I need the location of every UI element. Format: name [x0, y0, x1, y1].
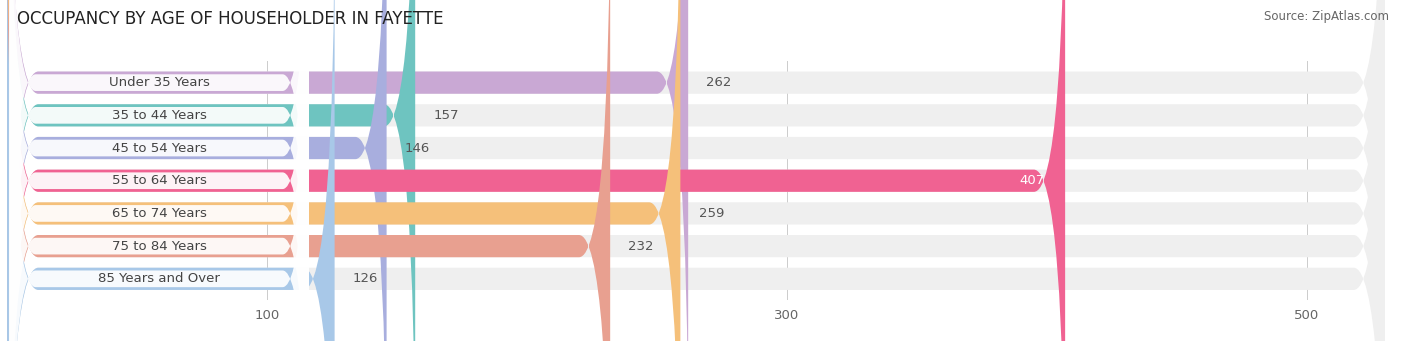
FancyBboxPatch shape: [10, 0, 308, 341]
Text: 146: 146: [405, 142, 430, 154]
FancyBboxPatch shape: [7, 0, 681, 341]
FancyBboxPatch shape: [10, 0, 308, 341]
Text: 85 Years and Over: 85 Years and Over: [98, 272, 221, 285]
Text: 45 to 54 Years: 45 to 54 Years: [111, 142, 207, 154]
Text: 262: 262: [706, 76, 731, 89]
FancyBboxPatch shape: [7, 0, 1385, 341]
Text: Source: ZipAtlas.com: Source: ZipAtlas.com: [1264, 10, 1389, 23]
Text: 75 to 84 Years: 75 to 84 Years: [111, 240, 207, 253]
FancyBboxPatch shape: [7, 0, 1385, 341]
Text: 407: 407: [1019, 174, 1045, 187]
FancyBboxPatch shape: [7, 0, 610, 341]
FancyBboxPatch shape: [7, 0, 1385, 341]
FancyBboxPatch shape: [7, 0, 1385, 341]
FancyBboxPatch shape: [7, 0, 1385, 341]
Text: Under 35 Years: Under 35 Years: [108, 76, 209, 89]
FancyBboxPatch shape: [10, 0, 308, 341]
FancyBboxPatch shape: [10, 0, 308, 341]
FancyBboxPatch shape: [10, 0, 308, 341]
Text: OCCUPANCY BY AGE OF HOUSEHOLDER IN FAYETTE: OCCUPANCY BY AGE OF HOUSEHOLDER IN FAYET…: [17, 10, 443, 28]
FancyBboxPatch shape: [7, 0, 1385, 341]
FancyBboxPatch shape: [7, 0, 1066, 341]
FancyBboxPatch shape: [7, 0, 415, 341]
Text: 35 to 44 Years: 35 to 44 Years: [111, 109, 207, 122]
FancyBboxPatch shape: [7, 0, 387, 341]
Text: 232: 232: [628, 240, 654, 253]
Text: 259: 259: [699, 207, 724, 220]
Text: 65 to 74 Years: 65 to 74 Years: [111, 207, 207, 220]
FancyBboxPatch shape: [10, 0, 308, 341]
FancyBboxPatch shape: [7, 0, 335, 341]
FancyBboxPatch shape: [10, 0, 308, 341]
Text: 126: 126: [353, 272, 378, 285]
FancyBboxPatch shape: [7, 0, 688, 341]
FancyBboxPatch shape: [7, 0, 1385, 341]
Text: 55 to 64 Years: 55 to 64 Years: [111, 174, 207, 187]
Text: 157: 157: [433, 109, 458, 122]
